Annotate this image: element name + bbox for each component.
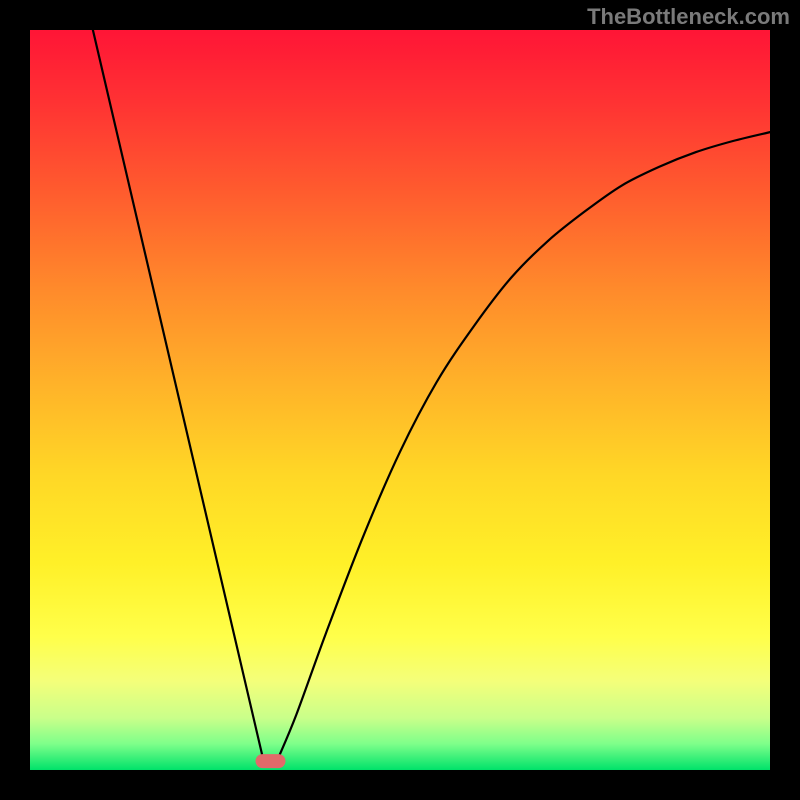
- plot-background: [30, 30, 770, 770]
- chart-svg: [0, 0, 800, 800]
- chart-canvas: { "watermark": { "text": "TheBottleneck.…: [0, 0, 800, 800]
- watermark-text: TheBottleneck.com: [587, 4, 790, 30]
- vertex-marker: [256, 754, 286, 768]
